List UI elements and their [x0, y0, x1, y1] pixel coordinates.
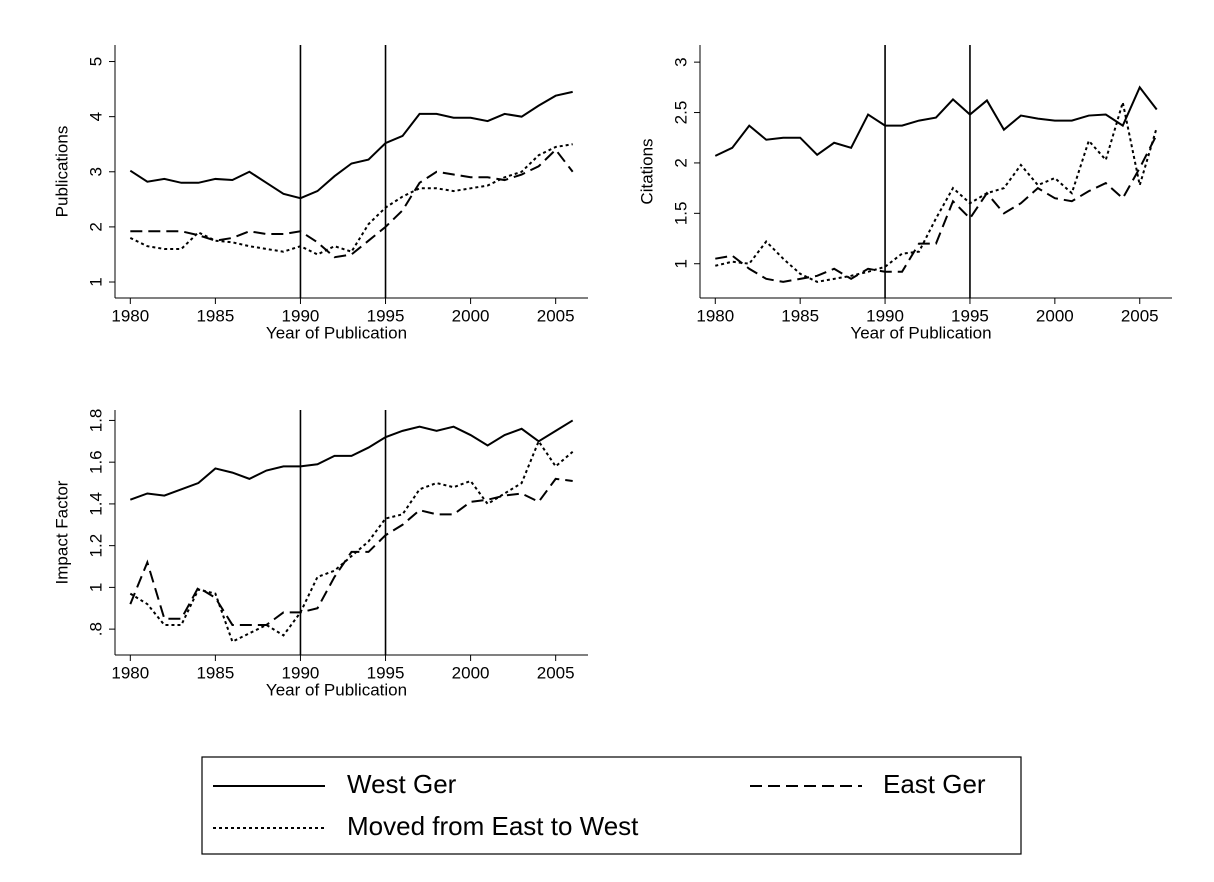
x-axis-title: Year of Publication: [266, 323, 407, 342]
x-tick-label: 2000: [452, 663, 490, 682]
legend-box: [201, 756, 1022, 855]
x-tick-label: 2000: [452, 306, 490, 325]
x-tick-label: 1980: [111, 663, 149, 682]
x-tick-label: 1990: [282, 306, 320, 325]
x-axis-title: Year of Publication: [850, 323, 991, 342]
x-axis-title: Year of Publication: [266, 680, 407, 699]
series-line: [129, 419, 574, 501]
series-line: [129, 90, 573, 200]
legend-label: East Ger: [883, 769, 986, 799]
y-tick-label: 4: [86, 112, 105, 121]
x-tick-label: 2005: [1121, 306, 1159, 325]
y-tick-label: 1.8: [86, 409, 105, 433]
x-tick-label: 1985: [196, 306, 234, 325]
y-tick-label: 1.2: [86, 534, 105, 558]
x-tick-label: 1990: [866, 306, 904, 325]
x-tick-label: 1990: [282, 663, 320, 682]
legend-label: Moved from East to West: [347, 811, 639, 841]
y-tick-label: 2: [671, 158, 690, 167]
y-tick-label: 2: [86, 222, 105, 231]
x-tick-label: 1995: [367, 306, 405, 325]
y-tick-label: 1: [671, 259, 690, 268]
x-tick-label: 1995: [951, 306, 989, 325]
y-axis-title: Citations: [637, 138, 656, 204]
x-tick-label: 1985: [196, 663, 234, 682]
x-tick-label: 2000: [1036, 306, 1074, 325]
y-tick-label: 3: [86, 167, 105, 176]
series-line: [129, 143, 573, 256]
y-tick-label: 3: [671, 57, 690, 66]
series-line: [715, 134, 1158, 283]
x-tick-label: 1980: [696, 306, 734, 325]
x-tick-label: 2005: [537, 306, 575, 325]
series-line: [129, 439, 574, 644]
y-axis-title: Impact Factor: [52, 480, 71, 584]
series-line: [714, 85, 1158, 157]
y-tick-label: 1: [86, 277, 105, 286]
y-tick-label: 1.4: [86, 492, 105, 516]
legend-label: West Ger: [347, 769, 457, 799]
y-tick-label: .8: [86, 622, 105, 636]
y-tick-label: 2.5: [671, 101, 690, 125]
x-tick-label: 2005: [537, 663, 575, 682]
x-tick-label: 1980: [111, 306, 149, 325]
y-tick-label: 1: [86, 583, 105, 592]
y-axis-title: Publications: [52, 126, 71, 218]
y-tick-label: 1.5: [671, 202, 690, 226]
x-tick-label: 1995: [367, 663, 405, 682]
x-tick-label: 1985: [781, 306, 819, 325]
y-tick-label: 1.6: [86, 450, 105, 474]
y-tick-label: 5: [86, 57, 105, 66]
